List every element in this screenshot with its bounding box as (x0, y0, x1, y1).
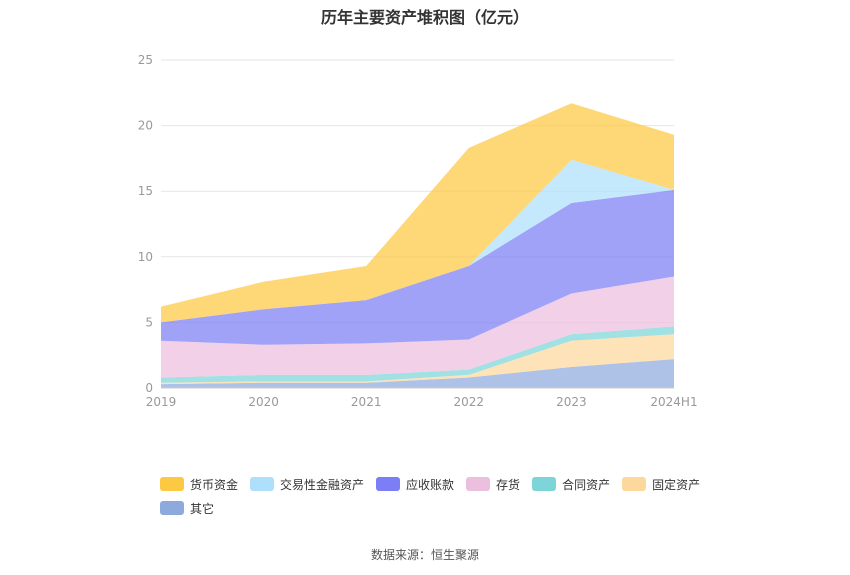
area-series-其它 (161, 359, 674, 388)
stacked-area-chart: 0 5 10 15 20 25 2019 2020 2021 2022 2023 2024H1 (138, 53, 698, 409)
legend-item[interactable]: 交易性金融资产 (250, 472, 364, 496)
x-axis-ticks: 2019 2020 2021 2022 2023 2024H1 (146, 395, 698, 409)
y-axis-ticks: 0 5 10 15 20 25 (138, 53, 153, 395)
area-series-应收账款 (161, 189, 674, 345)
area-series-合同资产 (161, 326, 674, 383)
legend-swatch (532, 477, 557, 491)
legend-label: 固定资产 (652, 477, 701, 492)
y-tick-label: 0 (145, 381, 153, 395)
legend: 货币资金 交易性金融资产 应收账款 存货 合同资产 固定资产其它 (160, 472, 720, 520)
legend-swatch (160, 501, 184, 515)
x-tick-label: 2023 (556, 395, 587, 409)
x-tick-label: 2019 (146, 395, 177, 409)
y-tick-label: 20 (138, 119, 153, 133)
area-series-固定资产 (161, 334, 674, 385)
x-tick-label: 2024H1 (650, 395, 697, 409)
legend-item[interactable]: 其它 (160, 496, 214, 520)
x-tick-label: 2021 (351, 395, 382, 409)
area-series-货币资金 (161, 103, 674, 323)
legend-item[interactable]: 存货 (466, 472, 520, 496)
area-series-交易性金融资产 (161, 159, 674, 323)
chart-title: 历年主要资产堆积图（亿元） (320, 8, 529, 27)
legend-swatch (466, 477, 491, 491)
x-tick-label: 2020 (248, 395, 279, 409)
area-series-存货 (161, 276, 674, 378)
y-tick-label: 25 (138, 53, 153, 67)
legend-swatch (622, 477, 647, 491)
legend-swatch (250, 477, 275, 491)
x-tick-label: 2022 (454, 395, 485, 409)
legend-label: 合同资产 (562, 477, 611, 492)
y-tick-label: 5 (145, 315, 153, 329)
legend-item[interactable]: 货币资金 (160, 472, 238, 496)
legend-label: 交易性金融资产 (280, 477, 365, 492)
source-note: 数据来源：恒生聚源 (370, 548, 479, 562)
y-tick-label: 10 (138, 250, 153, 264)
legend-label: 存货 (496, 477, 521, 492)
legend-item[interactable]: 应收账款 (376, 472, 454, 496)
legend-label: 应收账款 (406, 477, 455, 492)
legend-swatch (376, 477, 401, 491)
legend-item[interactable]: 合同资产 (532, 472, 610, 496)
y-tick-label: 15 (138, 184, 153, 198)
legend-label: 货币资金 (190, 477, 239, 492)
area-series (161, 103, 674, 388)
legend-label: 其它 (190, 501, 215, 516)
legend-item[interactable]: 固定资产 (622, 472, 700, 496)
legend-swatch (160, 477, 184, 491)
